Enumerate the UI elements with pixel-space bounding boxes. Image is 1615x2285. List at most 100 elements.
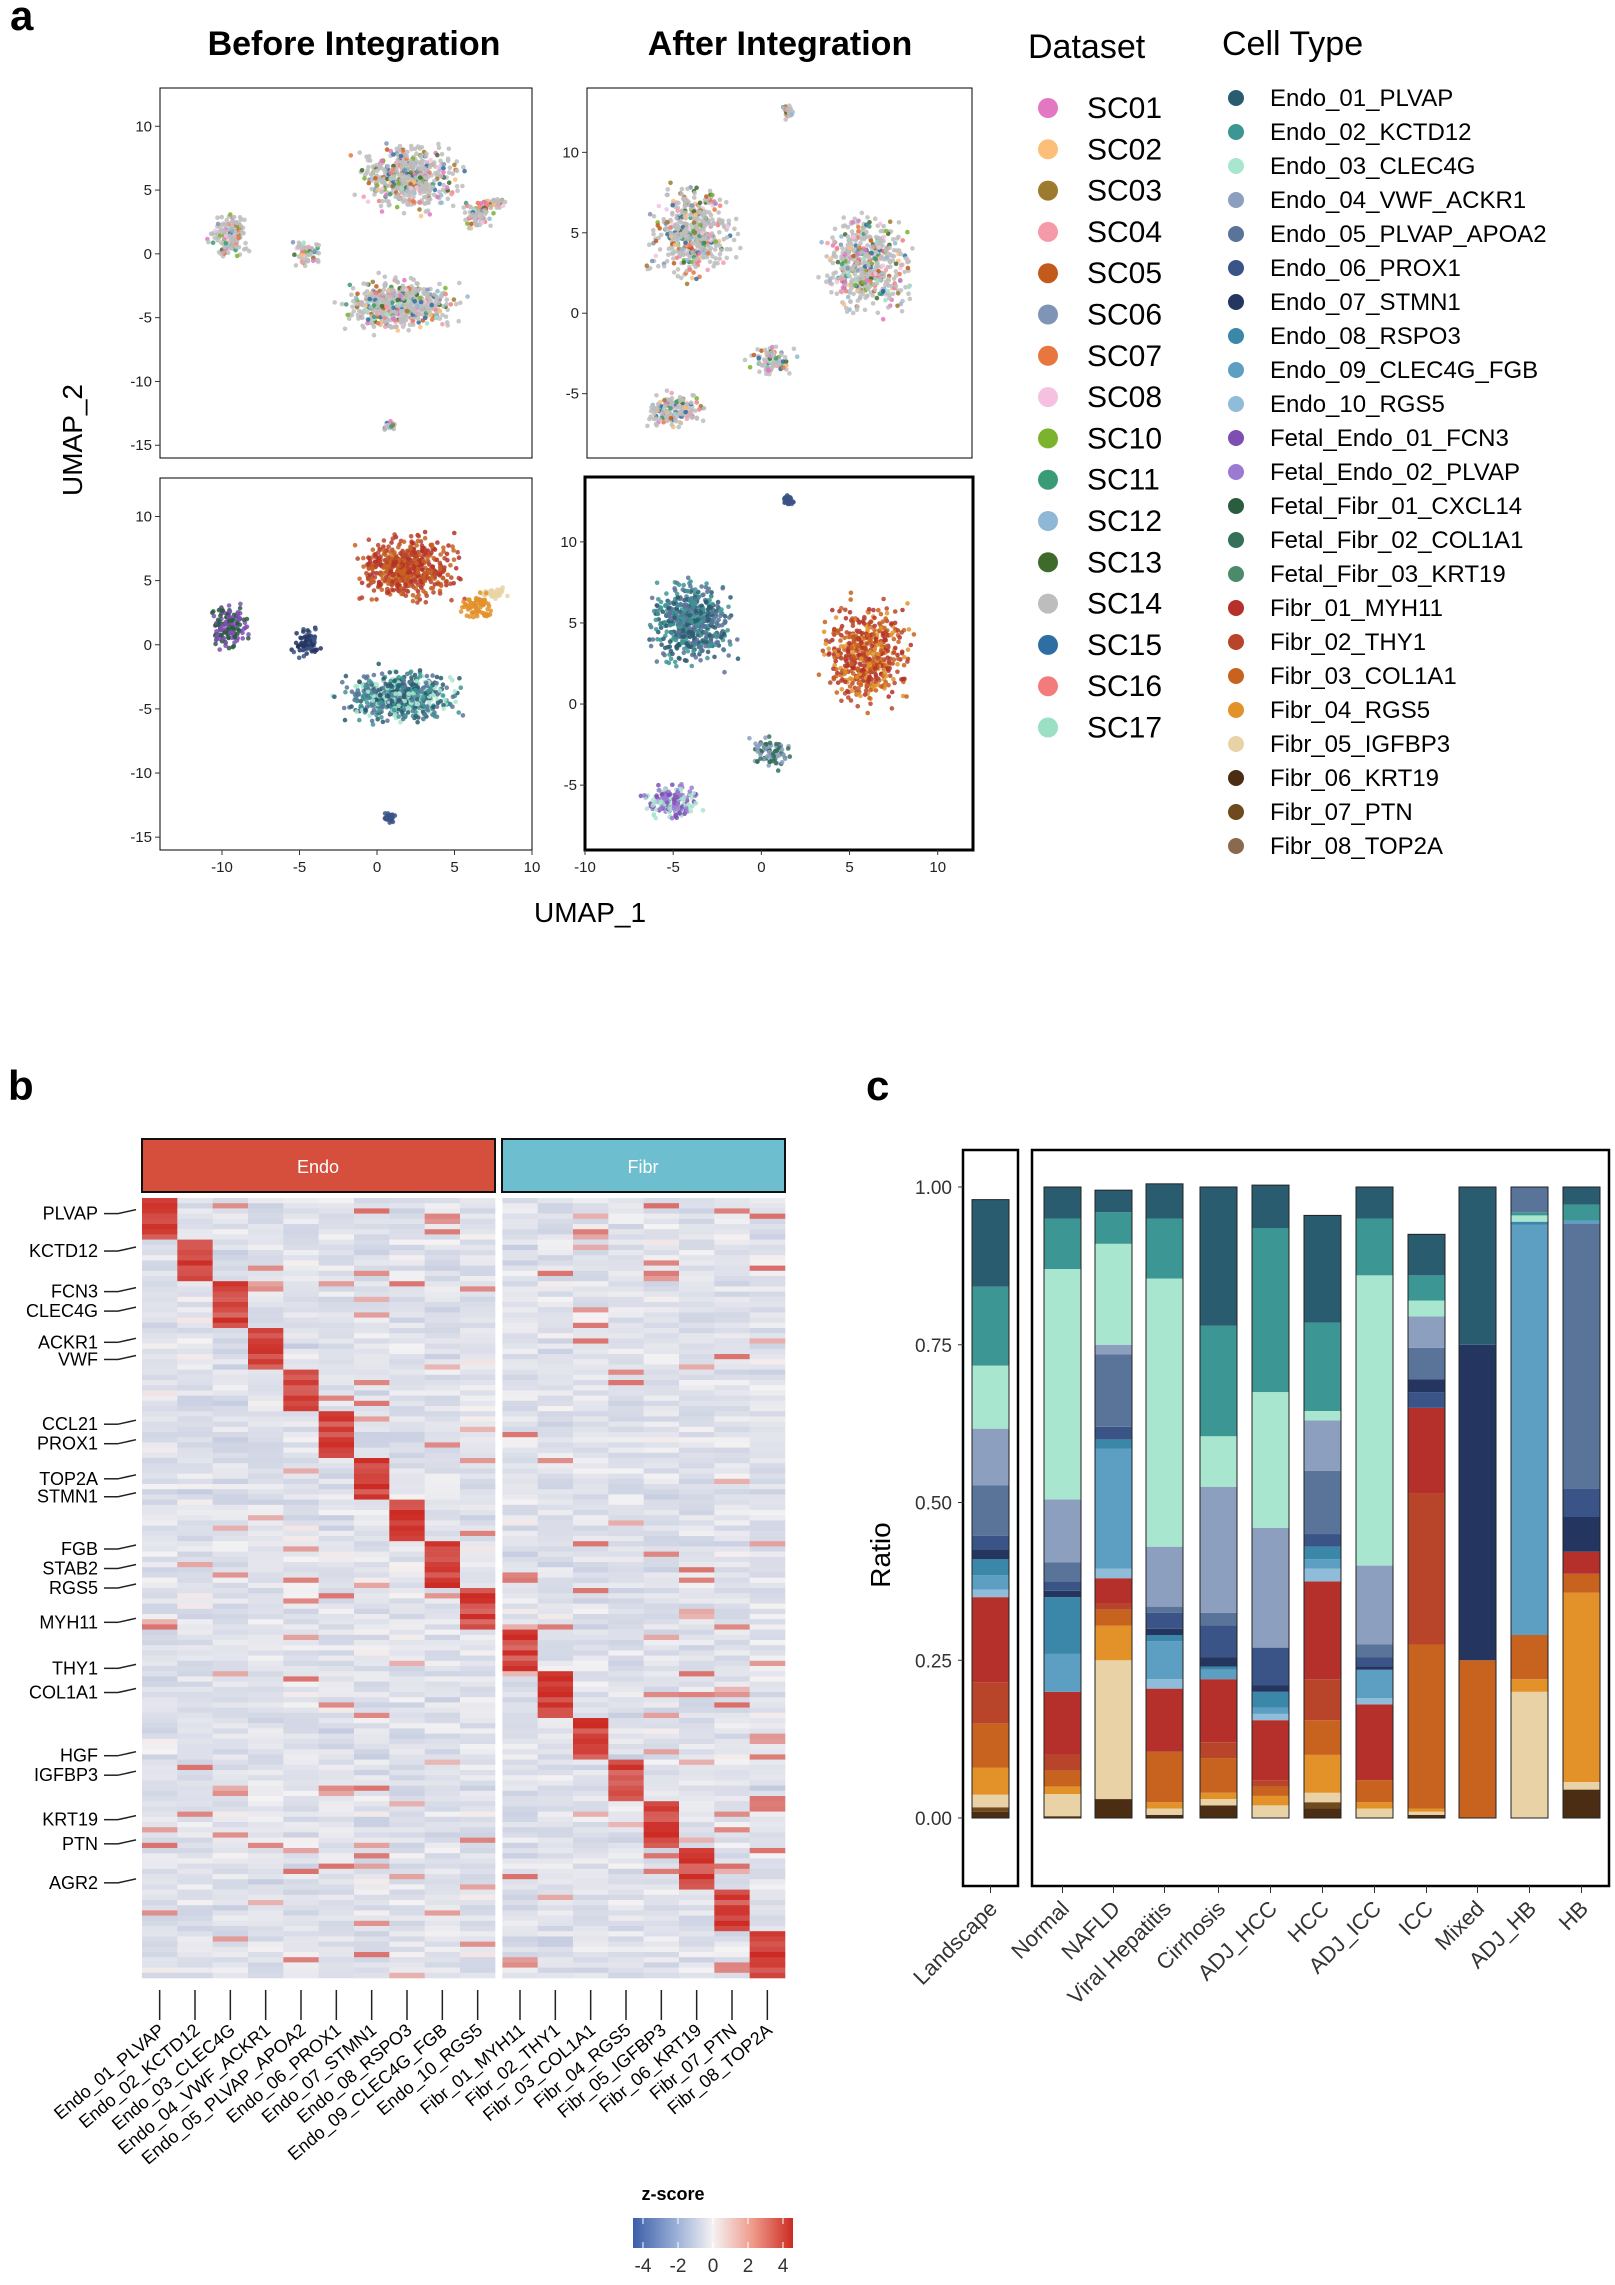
umap-point [440, 682, 446, 687]
umap-point [388, 569, 393, 575]
umap-point [676, 655, 682, 661]
umap-point [677, 235, 682, 240]
umap-point [422, 535, 428, 541]
umap-point [381, 547, 387, 553]
umap-point [290, 240, 296, 245]
umap-point [407, 670, 413, 676]
umap-point [686, 630, 691, 635]
umap-point [735, 637, 740, 642]
umap-point [374, 168, 380, 174]
umap-point [412, 146, 418, 152]
umap-point [700, 255, 706, 260]
umap-point [400, 716, 406, 722]
umap-point [405, 710, 411, 715]
umap-point [389, 815, 395, 821]
umap-point [350, 304, 355, 310]
umap-point [441, 170, 446, 175]
umap-point [386, 323, 392, 329]
umap-y-tick-label: -15 [130, 829, 152, 846]
umap-point [452, 530, 457, 536]
umap-point [368, 680, 374, 685]
umap-point [880, 289, 886, 295]
umap-point [409, 539, 414, 544]
umap-point [850, 265, 855, 271]
umap-point [444, 579, 449, 584]
umap-point [374, 682, 380, 687]
umap-point [887, 245, 892, 251]
umap-point [393, 691, 398, 696]
umap-point [715, 640, 721, 645]
umap-point [409, 675, 414, 680]
umap-point [491, 210, 496, 216]
umap-point [716, 210, 721, 215]
umap-point [865, 293, 870, 299]
umap-point [369, 597, 375, 602]
umap-point [432, 178, 437, 184]
umap-point [425, 287, 430, 293]
umap-point [423, 194, 429, 200]
umap-point [427, 212, 433, 217]
umap-point [411, 565, 417, 571]
umap-point [846, 238, 852, 243]
umap-point [717, 230, 722, 235]
umap-point [841, 215, 846, 220]
umap-point [690, 250, 695, 255]
umap-point [675, 595, 681, 600]
umap-point [883, 228, 889, 234]
umap-point [724, 235, 730, 240]
umap-point [354, 709, 360, 714]
umap-point [770, 362, 775, 368]
umap-point [374, 570, 380, 576]
umap-point [417, 286, 423, 292]
umap-point [393, 310, 399, 316]
umap-point [857, 245, 862, 251]
umap-point [396, 564, 401, 569]
umap-point [391, 707, 397, 713]
umap-point [658, 232, 664, 238]
umap-point [442, 697, 448, 703]
umap-point [718, 220, 723, 225]
umap-y-tick-label: -10 [130, 765, 152, 782]
umap-point [386, 589, 391, 595]
umap-point [434, 571, 439, 576]
umap-point [662, 645, 668, 651]
umap-point [678, 398, 683, 404]
umap-point [688, 212, 693, 218]
umap-point [228, 212, 233, 217]
umap-point [413, 713, 419, 719]
umap-point [694, 415, 700, 421]
umap-point [378, 203, 384, 209]
umap-point [421, 287, 427, 292]
umap-point [401, 296, 406, 301]
umap-point [444, 301, 449, 307]
umap-point [701, 607, 706, 612]
umap-point [881, 234, 887, 240]
umap-point [410, 322, 416, 328]
umap-point [456, 318, 462, 324]
umap-point [411, 179, 417, 185]
umap-point [664, 207, 669, 212]
umap-point [742, 357, 748, 363]
umap-point [385, 164, 391, 169]
umap-point [694, 597, 699, 602]
umap-point [673, 418, 679, 424]
umap-point [862, 259, 867, 264]
umap-point [438, 158, 443, 164]
umap-point [840, 285, 846, 290]
umap-point [425, 555, 430, 561]
umap-point [413, 586, 419, 591]
umap-point [357, 576, 362, 582]
umap-point [652, 411, 657, 417]
umap-point [422, 166, 428, 171]
umap-point [659, 411, 664, 417]
umap-point [418, 154, 424, 160]
umap-point [227, 609, 233, 614]
umap-point [491, 197, 496, 203]
umap-point [886, 694, 891, 699]
umap-point [505, 593, 510, 599]
umap-point [310, 258, 316, 264]
umap-point [218, 613, 223, 619]
umap-point [721, 647, 726, 652]
umap-point [688, 579, 693, 584]
